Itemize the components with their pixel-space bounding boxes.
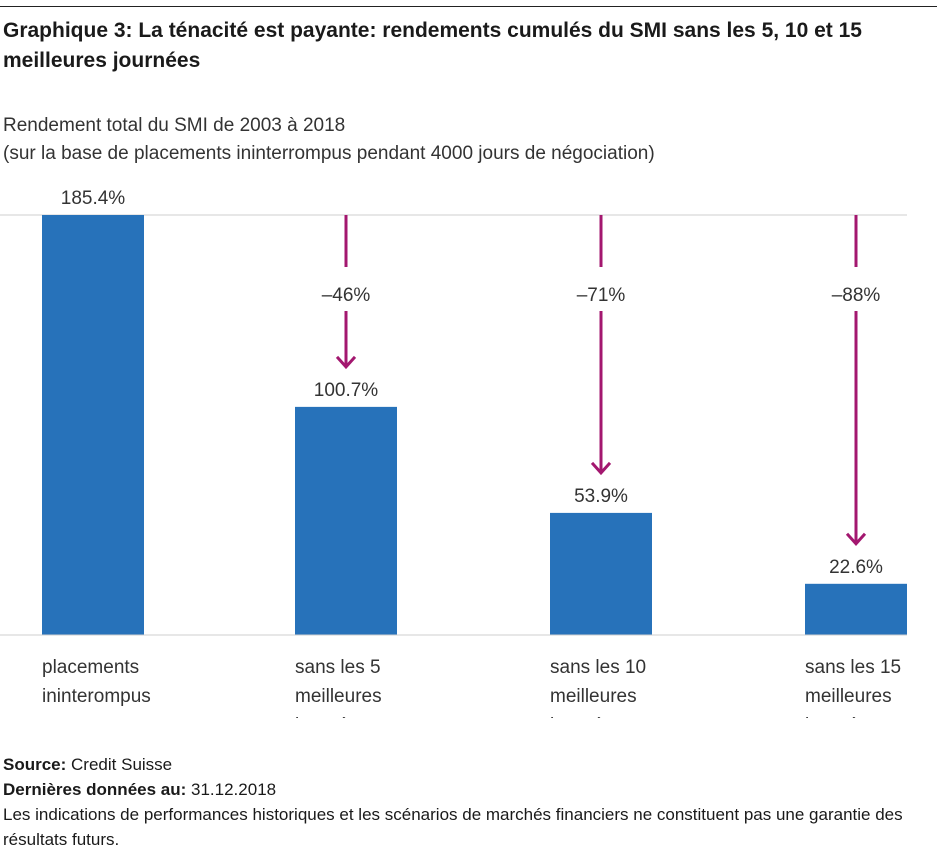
category-label-line: sans les 10: [550, 657, 646, 678]
footer: Source: Credit Suisse Dernières données …: [3, 752, 943, 852]
bar: [295, 406, 397, 635]
date-value: 31.12.2018: [191, 780, 277, 799]
source-value: Credit Suisse: [71, 755, 173, 774]
reduction-arrow-head: [845, 532, 867, 547]
category-label: placements ininterompus: [42, 657, 151, 707]
category-label: sans les 10 meilleures journées: [549, 657, 646, 736]
bar: [42, 215, 144, 635]
category-label-line: placements: [42, 657, 139, 678]
reduction-label: –71%: [577, 285, 626, 306]
bar: [805, 583, 907, 635]
category-label-line: meilleures: [805, 686, 892, 707]
chart-subtitle: Rendement total du SMI de 2003 à 2018 (s…: [3, 112, 655, 168]
category-label-line: ininterompus: [42, 686, 151, 707]
subtitle-line-1: Rendement total du SMI de 2003 à 2018: [3, 115, 346, 136]
bar-chart: –46% –71% –88% 185.4% placements ininterompu…: [0, 188, 907, 736]
category-label-line: journées: [804, 715, 878, 736]
top-rule: [0, 6, 937, 7]
category-label: sans les 15 meilleures journées: [804, 657, 901, 736]
category-label-line: meilleures: [550, 686, 637, 707]
reduction-arrow-head: [335, 355, 357, 370]
value-label: 53.9%: [574, 486, 628, 507]
category-label-line: journées: [294, 715, 368, 736]
category-label-line: meilleures: [295, 686, 382, 707]
reduction-label: –88%: [832, 285, 881, 306]
bar: [550, 512, 652, 635]
reduction-label: –46%: [322, 285, 371, 306]
category-label-line: journées: [549, 715, 623, 736]
labels-layer: 185.4% placements ininterompus 100.7% sans l…: [42, 188, 901, 736]
source-label: Source:: [3, 755, 67, 774]
category-label-line: sans les 5: [295, 657, 381, 678]
value-label: 22.6%: [829, 557, 883, 578]
source-line: Source: Credit Suisse: [3, 752, 943, 777]
subtitle-line-2: (sur la base de placements ininterrompus…: [3, 143, 655, 164]
value-label: 185.4%: [61, 188, 126, 209]
date-line: Dernières données au: 31.12.2018: [3, 777, 943, 802]
bars-layer: [42, 215, 907, 635]
reduction-arrow-head: [590, 461, 612, 476]
date-label: Dernières données au:: [3, 780, 187, 799]
disclaimer: Les indications de performances historiq…: [3, 805, 903, 849]
chart-title: Graphique 3: La ténacité est payante: re…: [3, 19, 862, 72]
category-label-line: sans les 15: [805, 657, 901, 678]
arrows-layer: –46% –71% –88%: [322, 215, 881, 547]
category-label: sans les 5 meilleures journées: [294, 657, 382, 736]
value-label: 100.7%: [314, 380, 379, 401]
